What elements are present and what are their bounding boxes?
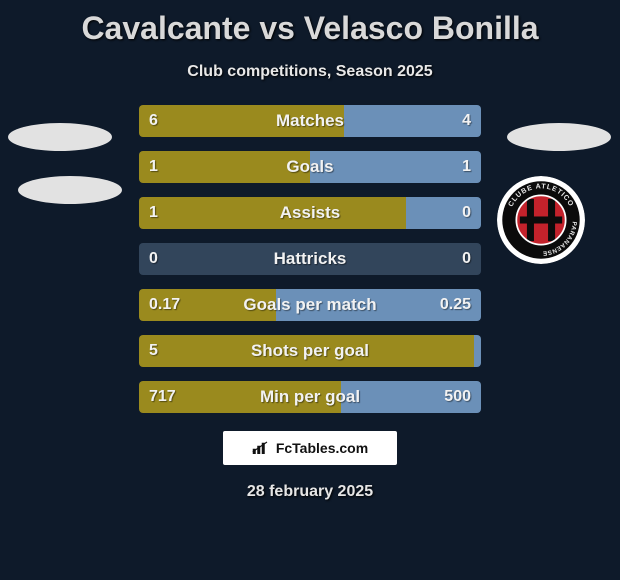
stat-value-right: 500: [444, 388, 471, 406]
stat-row: 1 Goals 1: [139, 151, 481, 183]
stat-bar-left: [139, 197, 406, 229]
watermark: FcTables.com: [223, 431, 397, 465]
stat-bar-right: [474, 335, 481, 367]
stat-label: Hattricks: [274, 249, 347, 269]
stat-row: 0.17 Goals per match 0.25: [139, 289, 481, 321]
decorative-oval: [18, 176, 122, 204]
page-title: Cavalcante vs Velasco Bonilla: [0, 0, 620, 47]
stat-value-left: 0.17: [149, 296, 180, 314]
stat-bar-left: [139, 151, 310, 183]
stat-value-left: 5: [149, 342, 158, 360]
club-crest-icon: CLUBE ATLETICOPARANAENSE: [497, 176, 585, 264]
decorative-oval: [507, 123, 611, 151]
stat-value-right: 0: [462, 250, 471, 268]
stat-row: 1 Assists 0: [139, 197, 481, 229]
stat-row: 5 Shots per goal: [139, 335, 481, 367]
stat-value-left: 0: [149, 250, 158, 268]
stat-row: 717 Min per goal 500: [139, 381, 481, 413]
decorative-oval: [8, 123, 112, 151]
page-subtitle: Club competitions, Season 2025: [0, 63, 620, 81]
stat-value-left: 6: [149, 112, 158, 130]
stat-label: Goals: [286, 157, 333, 177]
stat-value-right: 1: [462, 158, 471, 176]
watermark-bars-icon: [252, 441, 270, 455]
stat-label: Min per goal: [260, 387, 360, 407]
comparison-rows: 6 Matches 4 1 Goals 1 1 Assists 0 0 Hattricks 0 0.17…: [139, 105, 481, 413]
stat-value-right: 0.25: [440, 296, 471, 314]
stat-label: Goals per match: [243, 295, 376, 315]
stat-label: Matches: [276, 111, 344, 131]
stat-row: 0 Hattricks 0: [139, 243, 481, 275]
stat-value-right: 4: [462, 112, 471, 130]
stat-value-left: 1: [149, 204, 158, 222]
stat-value-left: 1: [149, 158, 158, 176]
watermark-text: FcTables.com: [276, 440, 368, 456]
date-label: 28 february 2025: [0, 483, 620, 501]
stat-label: Shots per goal: [251, 341, 369, 361]
stat-label: Assists: [280, 203, 340, 223]
stat-row: 6 Matches 4: [139, 105, 481, 137]
stat-value-right: 0: [462, 204, 471, 222]
stat-value-left: 717: [149, 388, 176, 406]
stat-bar-right: [310, 151, 481, 183]
stat-bar-right: [344, 105, 481, 137]
